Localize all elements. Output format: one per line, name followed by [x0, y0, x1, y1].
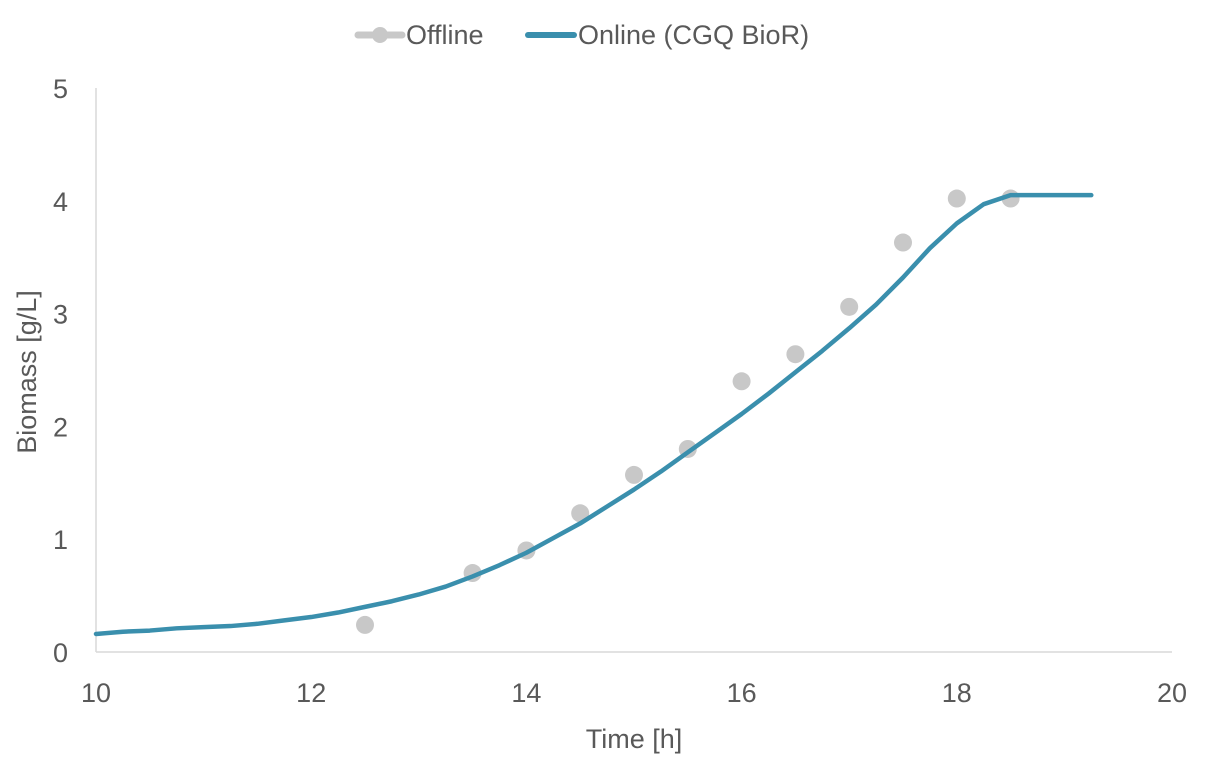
legend-offline-swatch-marker: [372, 27, 388, 43]
offline-data-point: [732, 372, 751, 391]
y-tick-label: 0: [53, 638, 68, 668]
y-tick-label: 1: [53, 525, 68, 555]
x-tick-label: 12: [296, 678, 326, 708]
offline-data-point: [356, 615, 374, 634]
y-tick-label: 5: [53, 74, 68, 104]
offline-data-point: [571, 504, 590, 523]
offline-data-point: [786, 345, 805, 364]
x-axis-title: Time [h]: [586, 724, 683, 754]
offline-data-point: [894, 233, 912, 252]
x-tick-label: 16: [727, 678, 757, 708]
x-tick-label: 18: [942, 678, 972, 708]
x-tick-label: 20: [1157, 678, 1187, 708]
y-tick-labels: 0 1 2 3 4 5: [53, 74, 68, 668]
legend-item-online: Online (CGQ BioR): [525, 20, 809, 50]
offline-data-point: [625, 465, 643, 484]
y-axis-title: Biomass [g/L]: [12, 290, 42, 454]
legend: Offline Online (CGQ BioR): [354, 20, 809, 50]
legend-offline-label: Offline: [406, 20, 484, 50]
offline-data-point: [840, 297, 859, 316]
x-tick-label: 10: [81, 678, 111, 708]
offline-data-point: [947, 189, 966, 208]
online-series-line: [93, 192, 1094, 637]
legend-online-label: Online (CGQ BioR): [578, 20, 809, 50]
legend-item-offline: Offline: [354, 20, 484, 50]
x-tick-label: 14: [511, 678, 541, 708]
x-tick-labels: 10 12 14 16 18 20: [81, 678, 1187, 708]
y-tick-label: 4: [53, 187, 68, 217]
y-tick-label: 3: [53, 300, 68, 330]
y-tick-label: 2: [53, 412, 68, 442]
